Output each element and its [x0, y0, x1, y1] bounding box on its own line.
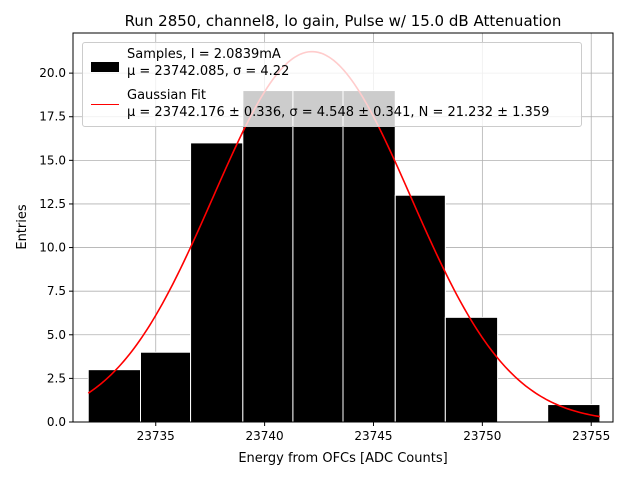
histogram-bars [87, 90, 601, 423]
y-axis-label: Entries [15, 204, 30, 250]
histogram-bar [547, 404, 601, 423]
legend-fit-label: Gaussian Fit [127, 88, 207, 103]
histogram-bar [444, 316, 499, 423]
chart-title: Run 2850, channel8, lo gain, Pulse w/ 15… [125, 12, 562, 30]
x-tick-label: 23740 [246, 429, 284, 443]
y-tick-label: 17.5 [39, 110, 66, 124]
x-tick-label: 23735 [137, 429, 175, 443]
y-tick-label: 0.0 [47, 415, 66, 429]
y-axis-ticks: 0.0 2.5 5.0 7.5 10.0 12.5 15.0 17.5 20.0 [39, 66, 73, 429]
histogram-bar [394, 194, 446, 423]
legend-swatch-samples [91, 62, 119, 72]
histogram-bar [190, 142, 244, 423]
histogram-bar [140, 351, 192, 423]
x-tick-label: 23745 [354, 429, 392, 443]
legend-samples-stats: μ = 23742.085, σ = 4.22 [127, 64, 290, 79]
histogram-bar [242, 90, 294, 423]
x-axis-label: Energy from OFCs [ADC Counts] [238, 451, 447, 466]
plot-area-frame [72, 32, 614, 423]
y-tick-label: 2.5 [47, 371, 66, 385]
legend-samples-label: Samples, I = 2.0839mA [127, 47, 281, 62]
legend-swatch-fit [91, 104, 119, 105]
histogram-bar [342, 90, 396, 423]
histogram-bar [87, 369, 141, 423]
x-axis-ticks: 23735 23740 23745 23750 23755 [137, 422, 610, 443]
legend-fit-stats: μ = 23742.176 ± 0.336, σ = 4.548 ± 0.341… [127, 105, 550, 120]
histogram-bar [292, 90, 344, 423]
legend: Samples, I = 2.0839mA μ = 23742.085, σ =… [82, 42, 582, 127]
y-tick-label: 15.0 [39, 153, 66, 167]
y-tick-label: 20.0 [39, 66, 66, 80]
y-tick-label: 10.0 [39, 241, 66, 255]
x-tick-label: 23750 [463, 429, 501, 443]
y-tick-label: 5.0 [47, 328, 66, 342]
x-tick-label: 23755 [572, 429, 610, 443]
y-tick-label: 7.5 [47, 284, 66, 298]
y-tick-label: 12.5 [39, 197, 66, 211]
